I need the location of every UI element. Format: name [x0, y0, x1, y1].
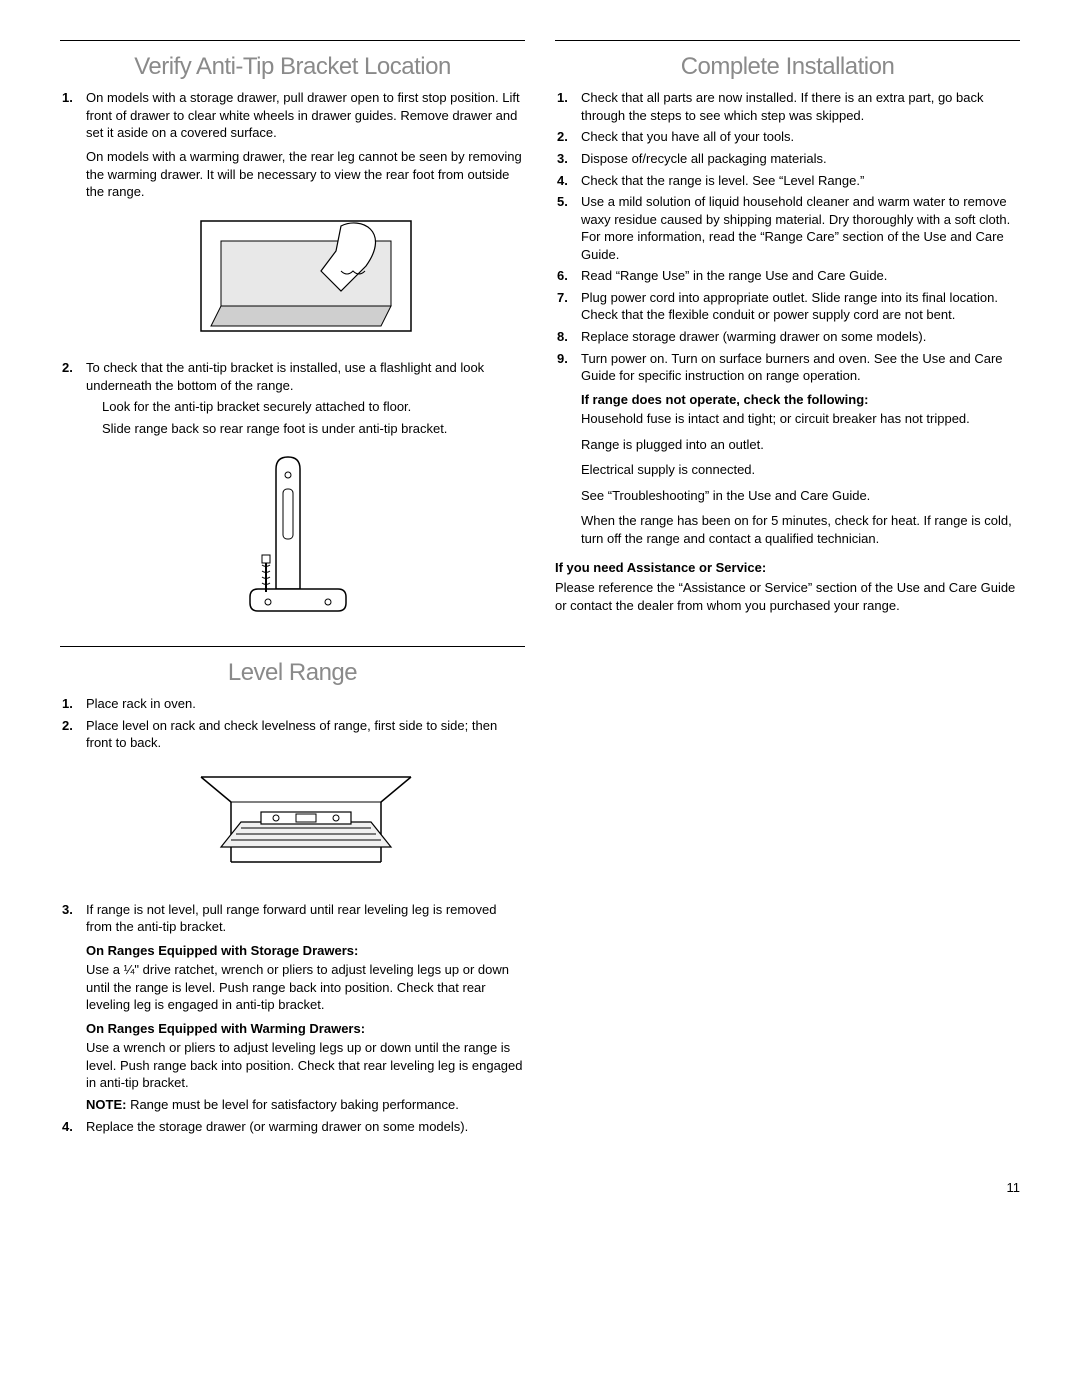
storage-drawers-body: Use a ¼" drive ratchet, wrench or pliers… — [86, 961, 525, 1014]
rule-mid-left — [60, 646, 525, 647]
note-text: Range must be level for satisfactory bak… — [126, 1097, 458, 1112]
level-list: Place rack in oven. Place level on rack … — [60, 695, 525, 1135]
complete-item-8: Replace storage drawer (warming drawer o… — [555, 328, 1020, 346]
troubleshoot-4: See “Troubleshooting” in the Use and Car… — [555, 487, 1020, 505]
verify-item-2: To check that the anti-tip bracket is in… — [60, 359, 525, 394]
complete-item-5: Use a mild solution of liquid household … — [555, 193, 1020, 263]
level-item-4: Replace the storage drawer (or warming d… — [60, 1118, 525, 1136]
warming-drawers-body: Use a wrench or pliers to adjust levelin… — [86, 1039, 525, 1092]
complete-item-7-text: Plug power cord into appropriate outlet.… — [581, 290, 998, 323]
assist-head: If you need Assistance or Service: — [555, 559, 1020, 577]
level-item-3-text: If range is not level, pull range forwar… — [86, 902, 496, 935]
level-item-3: If range is not level, pull range forwar… — [60, 901, 525, 1114]
complete-item-8-text: Replace storage drawer (warming drawer o… — [581, 329, 926, 344]
drawer-diagram — [86, 211, 525, 346]
assist-body: Please reference the “Assistance or Serv… — [555, 579, 1020, 614]
storage-drawers-head: On Ranges Equipped with Storage Drawers: — [86, 942, 525, 960]
complete-item-9-text: Turn power on. Turn on surface burners a… — [581, 351, 1003, 384]
verify-item-2-text: To check that the anti-tip bracket is in… — [86, 360, 484, 393]
left-column: Verify Anti-Tip Bracket Location On mode… — [60, 40, 525, 1139]
troubleshoot-head: If range does not operate, check the fol… — [555, 391, 1020, 409]
complete-item-7: Plug power cord into appropriate outlet.… — [555, 289, 1020, 324]
complete-item-4-text: Check that the range is level. See “Leve… — [581, 173, 864, 188]
warming-drawers-head: On Ranges Equipped with Warming Drawers: — [86, 1020, 525, 1038]
complete-item-3: Dispose of/recycle all packaging materia… — [555, 150, 1020, 168]
complete-item-6-text: Read “Range Use” in the range Use and Ca… — [581, 268, 887, 283]
complete-item-1: Check that all parts are now installed. … — [555, 89, 1020, 124]
page-number: 11 — [60, 1179, 1020, 1197]
heading-complete-installation: Complete Installation — [555, 51, 1020, 83]
troubleshoot-5: When the range has been on for 5 minutes… — [555, 512, 1020, 547]
complete-item-5-text: Use a mild solution of liquid household … — [581, 194, 1010, 262]
complete-item-2-text: Check that you have all of your tools. — [581, 129, 794, 144]
verify-item-1-after: On models with a warming drawer, the rea… — [86, 148, 525, 201]
verify-item-2-sub-2: Slide range back so rear range foot is u… — [60, 420, 525, 438]
rule-top-left — [60, 40, 525, 41]
complete-item-3-text: Dispose of/recycle all packaging materia… — [581, 151, 827, 166]
complete-item-1-text: Check that all parts are now installed. … — [581, 90, 984, 123]
verify-item-1-text: On models with a storage drawer, pull dr… — [86, 90, 520, 140]
level-diagram — [86, 762, 525, 887]
troubleshoot-1: Household fuse is intact and tight; or c… — [555, 410, 1020, 428]
level-item-2: Place level on rack and check levelness … — [60, 717, 525, 887]
level-item-4-text: Replace the storage drawer (or warming d… — [86, 1119, 468, 1134]
page-columns: Verify Anti-Tip Bracket Location On mode… — [60, 40, 1020, 1139]
bracket-diagram — [60, 447, 525, 632]
note-label: NOTE: — [86, 1097, 126, 1112]
complete-list: Check that all parts are now installed. … — [555, 89, 1020, 384]
troubleshoot-2: Range is plugged into an outlet. — [555, 436, 1020, 454]
level-item-1-text: Place rack in oven. — [86, 696, 196, 711]
complete-item-6: Read “Range Use” in the range Use and Ca… — [555, 267, 1020, 285]
verify-item-2-sub-1: Look for the anti-tip bracket securely a… — [60, 398, 525, 416]
heading-level-range: Level Range — [60, 657, 525, 689]
level-item-1: Place rack in oven. — [60, 695, 525, 713]
complete-item-2: Check that you have all of your tools. — [555, 128, 1020, 146]
verify-item-1: On models with a storage drawer, pull dr… — [60, 89, 525, 345]
level-note: NOTE: Range must be level for satisfacto… — [86, 1096, 525, 1114]
level-item-2-text: Place level on rack and check levelness … — [86, 718, 497, 751]
verify-list: On models with a storage drawer, pull dr… — [60, 89, 525, 394]
heading-verify-antitip: Verify Anti-Tip Bracket Location — [60, 51, 525, 83]
troubleshoot-3: Electrical supply is connected. — [555, 461, 1020, 479]
complete-item-9: Turn power on. Turn on surface burners a… — [555, 350, 1020, 385]
right-column: Complete Installation Check that all par… — [555, 40, 1020, 1139]
rule-top-right — [555, 40, 1020, 41]
complete-item-4: Check that the range is level. See “Leve… — [555, 172, 1020, 190]
